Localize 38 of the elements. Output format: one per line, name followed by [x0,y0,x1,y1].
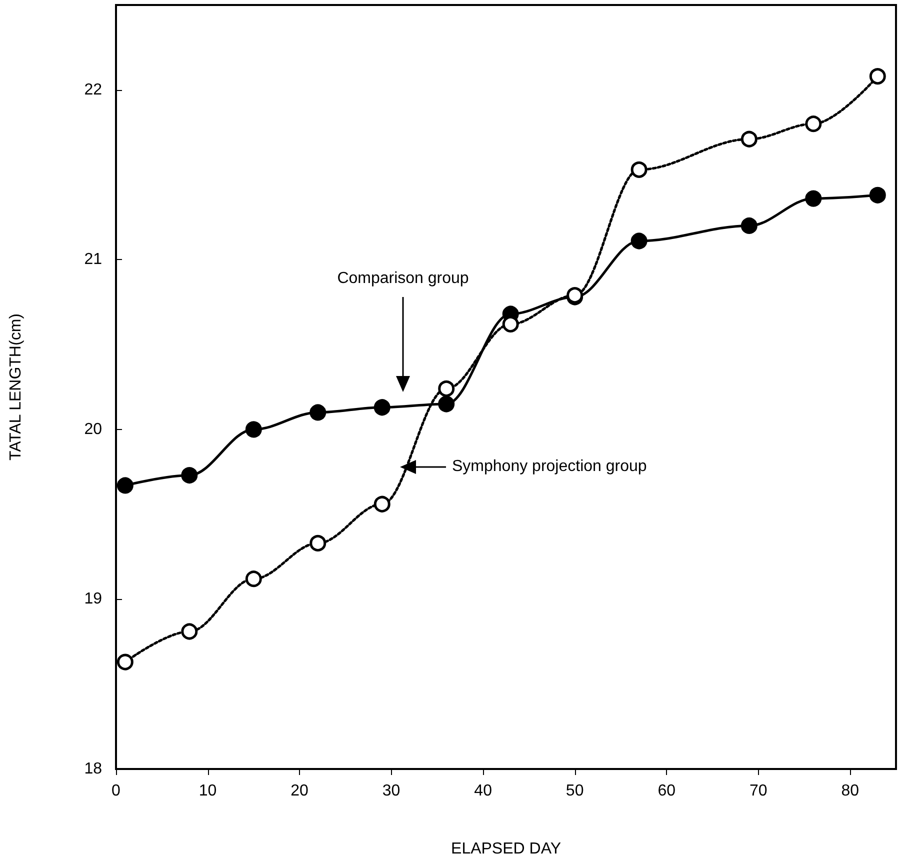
x-tick-label: 10 [198,782,217,800]
point [310,404,326,421]
point [181,623,198,640]
x-tick-label: 50 [566,782,584,800]
point [245,570,262,588]
x-tick-label: 40 [474,782,492,800]
x-tick-label: 0 [112,782,121,800]
y-tick-label: 20 [84,420,102,438]
y-tick-label: 19 [84,590,102,608]
y-axis-title: TATAL LENGTH(cm) [8,314,24,460]
point [116,477,134,494]
x-tick-label: 20 [290,782,309,800]
point [438,396,455,412]
point [374,399,390,416]
point [116,654,134,670]
point [630,161,648,178]
point [181,467,198,484]
x-tick-label: 70 [749,782,768,800]
point [869,68,886,85]
x-tick-label: 30 [382,782,400,800]
x-tick-label: 80 [841,782,860,800]
x-axis-title: ELAPSED DAY [451,840,562,858]
point [310,534,326,552]
point [805,116,822,132]
annotation: Symphony projection group [452,458,647,476]
point [630,232,648,250]
point [374,496,390,512]
point [740,130,758,148]
y-tick-label: 22 [84,81,102,98]
point [245,421,262,438]
point [438,380,455,397]
point [805,190,822,207]
annotation: Comparison group [337,270,469,288]
y-tick-label: 18 [84,760,102,778]
y-tick-label: 21 [84,251,102,268]
x-tick-label: 60 [658,782,676,800]
point [869,186,886,204]
point [740,217,758,234]
